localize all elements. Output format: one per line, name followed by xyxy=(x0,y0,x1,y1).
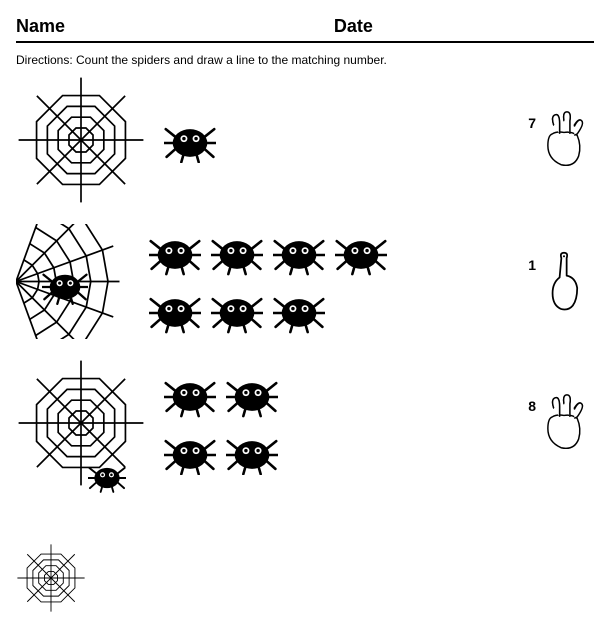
spider-icon xyxy=(273,229,325,276)
spider-icon xyxy=(273,287,325,339)
spider-icon xyxy=(164,371,216,423)
spider-icon xyxy=(164,117,216,164)
hand-icon xyxy=(542,251,586,318)
spider-group xyxy=(164,371,278,481)
hand-one-icon xyxy=(542,251,586,313)
spider-icon xyxy=(335,229,387,281)
spider-icon xyxy=(164,429,216,481)
spiderweb-icon xyxy=(16,358,146,488)
spider-icon xyxy=(211,287,263,339)
spider-icon xyxy=(149,287,201,339)
hand-icon xyxy=(542,392,586,459)
spider-icon xyxy=(149,287,201,334)
spider-icon xyxy=(226,371,278,418)
row-answer: 7 xyxy=(436,109,594,176)
row-answer: 8 xyxy=(436,392,594,459)
spider-icon xyxy=(226,429,278,481)
worksheet-rows: 7 xyxy=(16,75,594,493)
spider-icon xyxy=(164,429,216,476)
name-label: Name xyxy=(16,16,334,37)
directions-text: Directions: Count the spiders and draw a… xyxy=(16,53,594,67)
web-container xyxy=(16,358,146,493)
web-container xyxy=(16,75,146,210)
worksheet-row: 8 xyxy=(16,358,594,493)
spider-icon xyxy=(211,287,263,334)
spider-icon xyxy=(273,287,325,334)
spider-group xyxy=(149,229,387,339)
spider-icon xyxy=(211,229,263,276)
spider-icon xyxy=(149,229,201,276)
hand-multi-icon xyxy=(542,392,586,454)
web-spider-icon xyxy=(42,264,88,310)
answer-number: 1 xyxy=(528,257,536,273)
web-spider-icon xyxy=(88,459,126,498)
date-label: Date xyxy=(334,16,373,37)
hand-icon xyxy=(542,109,586,176)
spider-icon xyxy=(164,371,216,418)
spider-icon xyxy=(273,229,325,281)
spider-icon xyxy=(226,429,278,476)
worksheet-row: 1 xyxy=(16,224,594,344)
spider-group xyxy=(164,117,226,169)
row-answer: 1 xyxy=(436,251,594,318)
hand-multi-icon xyxy=(542,109,586,171)
web-container xyxy=(16,224,131,344)
spider-icon xyxy=(335,229,387,276)
worksheet-row: 7 xyxy=(16,75,594,210)
worksheet-header: Name Date xyxy=(16,16,594,43)
row-left xyxy=(16,358,436,493)
row-left xyxy=(16,224,436,344)
spiderweb-icon xyxy=(16,75,146,205)
spider-icon xyxy=(88,459,126,493)
spider-icon xyxy=(42,264,88,305)
spiderweb-icon xyxy=(16,543,86,613)
answer-number: 7 xyxy=(528,115,536,131)
spider-icon xyxy=(149,229,201,281)
answer-number: 8 xyxy=(528,398,536,414)
partial-web-icon xyxy=(16,543,86,618)
spider-icon xyxy=(226,371,278,423)
spider-icon xyxy=(211,229,263,281)
row-left xyxy=(16,75,436,210)
spider-icon xyxy=(164,117,216,169)
